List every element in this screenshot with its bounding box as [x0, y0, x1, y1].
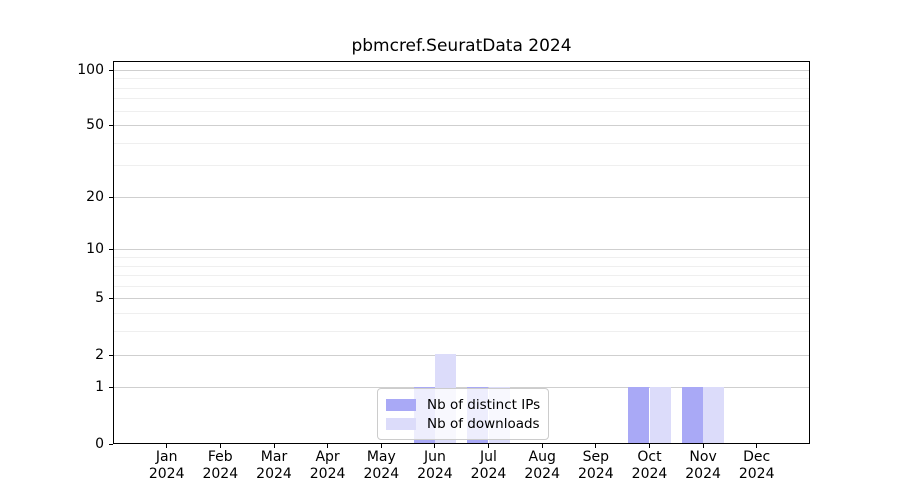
minor-gridline — [114, 265, 809, 267]
x-axis-year-label: 2024 — [148, 466, 185, 482]
x-axis-tick-label: Jul 2024 — [449, 449, 529, 483]
major-gridline — [114, 249, 809, 251]
y-axis-tick-label: 100 — [77, 61, 104, 78]
x-axis-year-label: 2024 — [417, 466, 453, 482]
x-axis-tick-label: Mar 2024 — [234, 449, 314, 483]
x-axis-tick-label: Feb 2024 — [180, 449, 260, 483]
major-gridline — [114, 69, 809, 71]
minor-gridline — [114, 165, 809, 167]
x-axis-tick-label: Dec 2024 — [717, 449, 797, 483]
x-axis-tick-mark — [702, 444, 704, 448]
y-axis-tick-mark — [109, 354, 113, 356]
minor-gridline — [114, 275, 809, 277]
y-axis-tick-mark — [109, 298, 113, 300]
y-axis-tick-label: 1 — [95, 379, 104, 396]
y-axis-tick-label: 2 — [95, 346, 104, 363]
y-axis-tick-label: 10 — [86, 241, 104, 258]
minor-gridline — [114, 87, 809, 89]
x-axis-tick-mark — [756, 444, 758, 448]
x-axis-tick-mark — [649, 444, 650, 448]
x-axis-month-label: Jul — [480, 449, 497, 465]
x-axis-year-label: 2024 — [738, 466, 775, 482]
x-axis-tick-label: Aug 2024 — [502, 449, 582, 483]
y-axis-tick-label: 5 — [95, 290, 104, 307]
plot-area: Nb of distinct IPs Nb of downloads — [113, 61, 810, 444]
y-axis-tick-mark — [109, 387, 113, 389]
y-axis-tick-label: 50 — [86, 117, 104, 133]
x-axis-month-label: Oct — [637, 449, 662, 465]
x-axis-tick-mark — [488, 444, 489, 448]
x-axis-tick-mark — [595, 444, 597, 448]
x-axis-tick-label: Sep 2024 — [556, 449, 636, 483]
x-axis-month-label: Feb — [207, 449, 233, 465]
x-axis-tick-mark — [273, 444, 275, 448]
x-axis-month-label: Jan — [155, 449, 178, 465]
x-axis-year-label: 2024 — [202, 466, 239, 482]
legend-swatch-downloads — [386, 417, 416, 430]
legend-label-distinct-ips: Nb of distinct IPs — [427, 396, 541, 413]
x-axis-year-label: 2024 — [363, 466, 400, 482]
minor-gridline — [114, 313, 809, 315]
x-axis-tick-label: May 2024 — [341, 449, 421, 483]
x-axis-tick-label: Jun 2024 — [395, 449, 475, 483]
minor-gridline — [114, 110, 809, 112]
major-gridline — [114, 125, 809, 126]
x-axis-tick-label: Jan 2024 — [127, 449, 207, 483]
x-axis-year-label: 2024 — [470, 466, 507, 482]
y-axis-tick-label: 0 — [95, 435, 104, 452]
x-axis-tick-mark — [166, 444, 168, 448]
x-axis-month-label: Nov — [689, 449, 717, 465]
x-axis-month-label: Sep — [582, 449, 609, 465]
minor-gridline — [114, 98, 809, 100]
x-axis-year-label: 2024 — [524, 466, 560, 482]
x-axis-year-label: 2024 — [309, 466, 346, 482]
bar-distinct-ips — [681, 386, 704, 443]
major-gridline — [114, 298, 809, 300]
minor-gridline — [114, 331, 809, 333]
x-axis-tick-mark — [434, 444, 436, 448]
x-axis-year-label: 2024 — [256, 466, 292, 482]
y-axis-tick-mark — [109, 443, 113, 445]
y-axis-tick-label: 20 — [86, 188, 104, 205]
x-axis-month-label: Jun — [423, 449, 446, 465]
y-axis-tick-mark — [109, 69, 113, 71]
minor-gridline — [114, 142, 809, 144]
bar-downloads — [703, 386, 725, 443]
x-axis-year-label: 2024 — [577, 466, 614, 482]
chart-title: pbmcref.SeuratData 2024 — [351, 36, 572, 56]
bar-distinct-ips — [628, 386, 650, 443]
x-axis-year-label: 2024 — [631, 466, 668, 482]
x-axis-tick-mark — [541, 444, 543, 448]
minor-gridline — [114, 257, 809, 258]
x-axis-tick-mark — [327, 444, 329, 448]
x-axis-tick-mark — [219, 444, 221, 448]
x-axis-month-label: Mar — [260, 449, 288, 465]
x-axis-month-label: Aug — [528, 449, 556, 465]
minor-gridline — [114, 78, 809, 80]
x-axis-tick-label: Apr 2024 — [288, 449, 368, 483]
x-axis-month-label: Apr — [315, 449, 340, 465]
legend-entry-downloads: Nb of downloads — [386, 414, 540, 433]
major-gridline — [114, 387, 809, 389]
x-axis-tick-label: Oct 2024 — [610, 449, 690, 483]
minor-gridline — [114, 285, 809, 287]
y-axis-tick-mark — [109, 249, 113, 251]
legend-entry-distinct-ips: Nb of distinct IPs — [386, 395, 540, 414]
bar-downloads — [649, 386, 671, 443]
y-axis-tick-mark — [109, 125, 113, 126]
x-axis-tick-mark — [380, 444, 382, 448]
legend: Nb of distinct IPs Nb of downloads — [377, 388, 550, 440]
major-gridline — [114, 354, 809, 356]
x-axis-year-label: 2024 — [685, 466, 721, 482]
x-axis-month-label: May — [366, 449, 396, 465]
x-axis-month-label: Dec — [743, 449, 771, 465]
x-axis-tick-label: Nov 2024 — [663, 449, 743, 483]
major-gridline — [114, 196, 809, 198]
legend-swatch-distinct-ips — [386, 398, 416, 411]
legend-label-downloads: Nb of downloads — [427, 415, 540, 432]
y-axis-tick-mark — [109, 196, 113, 198]
